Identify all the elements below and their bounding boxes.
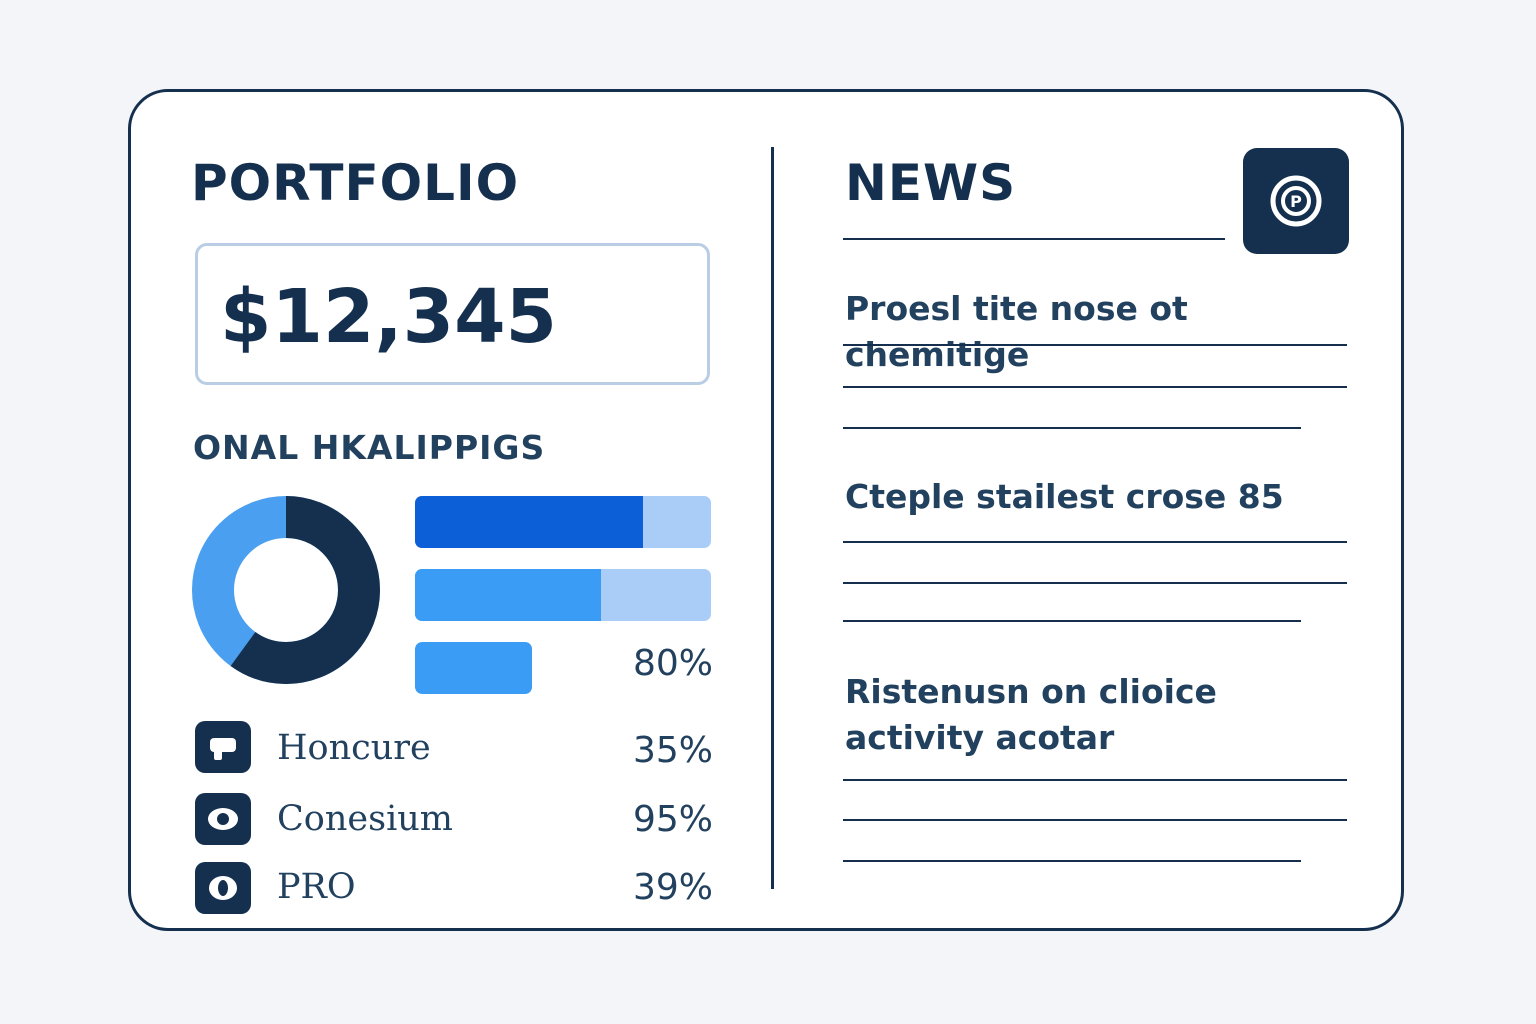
portfolio-total-value: $12,345 bbox=[220, 274, 558, 360]
shield-icon bbox=[195, 862, 251, 914]
news-item-3-line-3 bbox=[843, 860, 1301, 862]
news-item-1-line-3 bbox=[843, 427, 1301, 429]
allocation-bar-2 bbox=[415, 569, 711, 621]
holdings-title: ONAL HKALIPPIGS bbox=[193, 428, 546, 467]
news-item-1-line-2 bbox=[843, 386, 1347, 388]
news-item-1-headline[interactable]: Proesl tite nose ot chemitige bbox=[845, 289, 1188, 374]
holding-percent-1: 35% bbox=[632, 730, 713, 771]
news-item-2-line-1 bbox=[843, 541, 1347, 543]
allocation-bar-1 bbox=[415, 496, 711, 548]
holding-percent-3: 39% bbox=[632, 867, 713, 908]
allocation-donut-chart bbox=[192, 496, 380, 684]
portfolio-value-box: $12,345 bbox=[195, 243, 710, 385]
allocation-bar-3 bbox=[415, 642, 805, 694]
flag-icon bbox=[195, 721, 251, 773]
news-title: NEWS bbox=[845, 154, 1017, 212]
eye-icon bbox=[195, 793, 251, 845]
news-item-2-headline[interactable]: Cteple stailest crose 85 bbox=[845, 477, 1284, 516]
holding-name-2: Conesium bbox=[277, 799, 453, 839]
allocation-bar-2-fill bbox=[415, 569, 602, 621]
allocation-bar-1-fill bbox=[415, 496, 643, 548]
allocation-bar-3-fill bbox=[415, 642, 532, 694]
news-item-1-line-1 bbox=[843, 344, 1347, 346]
svg-text:P: P bbox=[1290, 192, 1302, 211]
badge-icon[interactable]: P bbox=[1243, 148, 1349, 254]
news-title-underline bbox=[843, 238, 1225, 240]
news-item-3-line-1 bbox=[843, 779, 1347, 781]
news-item-2-line-2 bbox=[843, 582, 1347, 584]
news-item-2-line-3 bbox=[843, 620, 1301, 622]
news-item-3-line-2 bbox=[843, 819, 1347, 821]
allocation-bar-percent: 80% bbox=[632, 643, 713, 684]
holding-name-3: PRO bbox=[277, 867, 356, 907]
column-divider bbox=[771, 147, 774, 889]
holding-percent-2: 95% bbox=[632, 799, 713, 840]
news-item-3-headline[interactable]: Ristenusn on clioice activity acotar bbox=[845, 672, 1217, 757]
portfolio-title: PORTFOLIO bbox=[191, 154, 520, 212]
holding-name-1: Honcure bbox=[277, 728, 431, 768]
dashboard-card: PORTFOLIO $12,345 ONAL HKALIPPIGS 80% Ho… bbox=[128, 89, 1404, 931]
donut-segment-primary bbox=[192, 496, 380, 684]
